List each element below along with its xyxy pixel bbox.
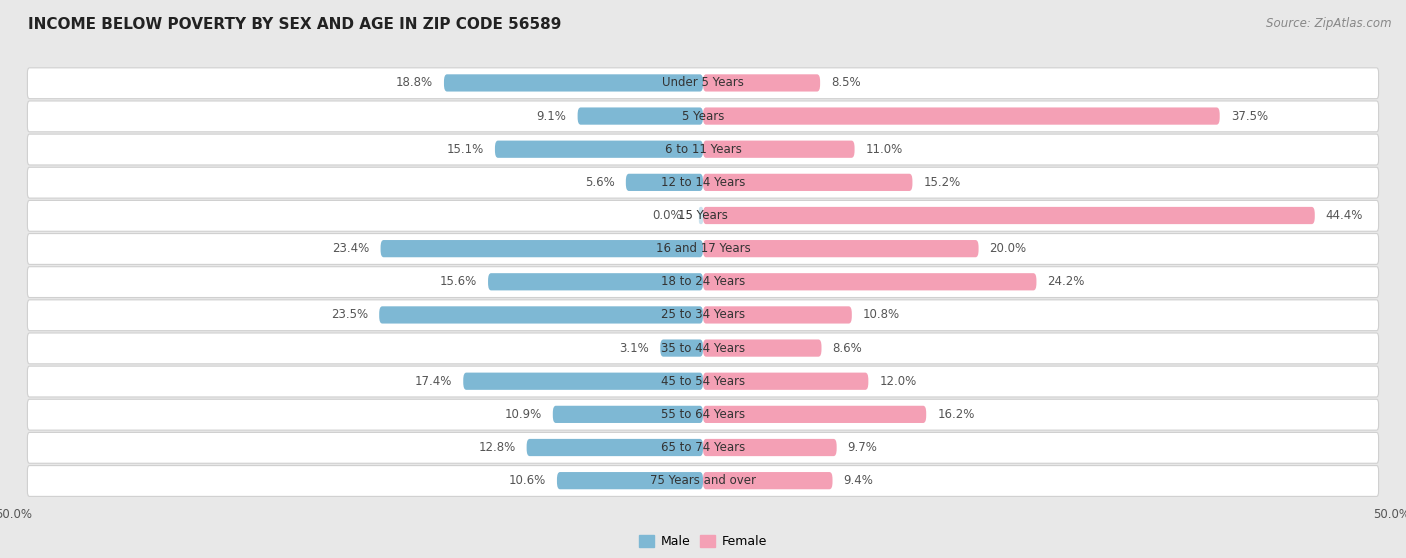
Text: 15.6%: 15.6% [440,275,477,288]
Text: 20.0%: 20.0% [990,242,1026,255]
FancyBboxPatch shape [703,472,832,489]
FancyBboxPatch shape [28,366,1378,397]
Text: 18 to 24 Years: 18 to 24 Years [661,275,745,288]
Text: 10.8%: 10.8% [863,309,900,321]
Text: 6 to 11 Years: 6 to 11 Years [665,143,741,156]
Text: INCOME BELOW POVERTY BY SEX AND AGE IN ZIP CODE 56589: INCOME BELOW POVERTY BY SEX AND AGE IN Z… [28,17,561,32]
Text: 0.0%: 0.0% [652,209,682,222]
Text: 35 to 44 Years: 35 to 44 Years [661,341,745,354]
FancyBboxPatch shape [626,174,703,191]
FancyBboxPatch shape [703,174,912,191]
Text: 23.5%: 23.5% [330,309,368,321]
FancyBboxPatch shape [703,306,852,324]
Text: 15 Years: 15 Years [678,209,728,222]
FancyBboxPatch shape [28,465,1378,497]
Text: 24.2%: 24.2% [1047,275,1085,288]
FancyBboxPatch shape [703,339,821,357]
Text: 11.0%: 11.0% [866,143,903,156]
Text: 23.4%: 23.4% [332,242,370,255]
Text: 8.5%: 8.5% [831,76,860,89]
Text: 75 Years and over: 75 Years and over [650,474,756,487]
FancyBboxPatch shape [444,74,703,92]
Text: 16.2%: 16.2% [938,408,974,421]
FancyBboxPatch shape [28,432,1378,463]
FancyBboxPatch shape [380,306,703,324]
FancyBboxPatch shape [703,273,1036,290]
Text: 17.4%: 17.4% [415,375,453,388]
FancyBboxPatch shape [381,240,703,257]
Text: 65 to 74 Years: 65 to 74 Years [661,441,745,454]
Text: 5.6%: 5.6% [585,176,614,189]
FancyBboxPatch shape [28,101,1378,132]
FancyBboxPatch shape [703,74,820,92]
Text: 9.7%: 9.7% [848,441,877,454]
FancyBboxPatch shape [28,234,1378,264]
FancyBboxPatch shape [699,207,703,224]
Text: 45 to 54 Years: 45 to 54 Years [661,375,745,388]
FancyBboxPatch shape [703,406,927,423]
FancyBboxPatch shape [28,300,1378,331]
FancyBboxPatch shape [28,68,1378,99]
FancyBboxPatch shape [488,273,703,290]
FancyBboxPatch shape [463,373,703,390]
FancyBboxPatch shape [703,108,1219,124]
FancyBboxPatch shape [28,400,1378,430]
Text: 5 Years: 5 Years [682,109,724,123]
Legend: Male, Female: Male, Female [634,530,772,553]
Text: 12.8%: 12.8% [478,441,516,454]
Text: 12 to 14 Years: 12 to 14 Years [661,176,745,189]
Text: 3.1%: 3.1% [620,341,650,354]
FancyBboxPatch shape [28,167,1378,198]
Text: 15.1%: 15.1% [447,143,484,156]
Text: 15.2%: 15.2% [924,176,960,189]
FancyBboxPatch shape [703,207,1315,224]
Text: 9.1%: 9.1% [537,109,567,123]
FancyBboxPatch shape [703,240,979,257]
Text: 9.4%: 9.4% [844,474,873,487]
FancyBboxPatch shape [28,200,1378,231]
FancyBboxPatch shape [553,406,703,423]
Text: 18.8%: 18.8% [396,76,433,89]
Text: 25 to 34 Years: 25 to 34 Years [661,309,745,321]
Text: 10.6%: 10.6% [509,474,546,487]
Text: 10.9%: 10.9% [505,408,541,421]
FancyBboxPatch shape [578,108,703,124]
FancyBboxPatch shape [703,373,869,390]
Text: 55 to 64 Years: 55 to 64 Years [661,408,745,421]
FancyBboxPatch shape [661,339,703,357]
Text: 8.6%: 8.6% [832,341,862,354]
FancyBboxPatch shape [703,141,855,158]
FancyBboxPatch shape [527,439,703,456]
Text: 37.5%: 37.5% [1230,109,1268,123]
FancyBboxPatch shape [28,267,1378,297]
FancyBboxPatch shape [557,472,703,489]
Text: Source: ZipAtlas.com: Source: ZipAtlas.com [1267,17,1392,30]
Text: Under 5 Years: Under 5 Years [662,76,744,89]
FancyBboxPatch shape [495,141,703,158]
FancyBboxPatch shape [28,333,1378,364]
FancyBboxPatch shape [28,134,1378,165]
Text: 44.4%: 44.4% [1326,209,1364,222]
Text: 16 and 17 Years: 16 and 17 Years [655,242,751,255]
FancyBboxPatch shape [703,439,837,456]
Text: 12.0%: 12.0% [879,375,917,388]
